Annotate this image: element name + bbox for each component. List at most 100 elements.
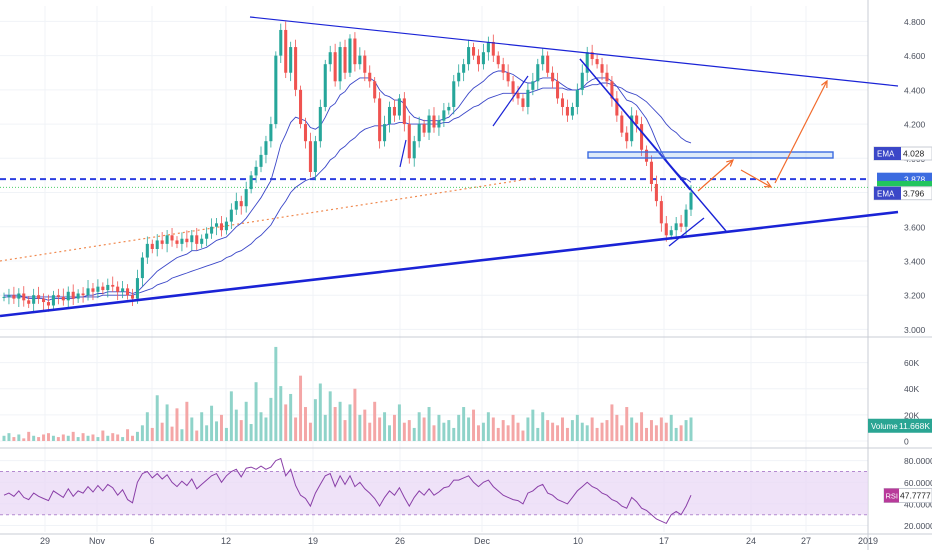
candle-body <box>387 106 392 125</box>
candle-body <box>289 47 293 73</box>
volume-bar <box>491 417 495 441</box>
rsi-value-name: RSI <box>886 492 899 501</box>
volume-bar <box>684 420 688 441</box>
volume-bar <box>140 425 144 441</box>
volume-bar <box>358 414 362 441</box>
candle-body <box>481 52 485 65</box>
volume-bar <box>551 422 555 441</box>
candle-body <box>195 235 199 244</box>
ema-label-value: 3.796 <box>903 188 925 198</box>
candle-body <box>37 295 41 299</box>
volume-bar <box>363 409 367 441</box>
volume-bar <box>101 430 105 441</box>
mini-trendline <box>399 139 407 168</box>
volume-bar <box>496 427 500 441</box>
candle-body <box>368 72 372 82</box>
candle-body <box>605 72 609 82</box>
volume-bar <box>289 393 293 441</box>
candle-body <box>392 106 396 116</box>
ema-label-tag <box>874 147 901 161</box>
candle-body <box>229 209 233 222</box>
volume-bar <box>630 417 634 441</box>
candle-body <box>373 81 377 99</box>
candle-body <box>46 302 51 306</box>
candle-body <box>101 286 105 291</box>
down-trendline-b <box>579 58 691 191</box>
volume-bar <box>585 425 589 441</box>
candle-body <box>664 223 668 236</box>
candle-body <box>397 98 401 116</box>
volume-bar <box>244 401 248 441</box>
candle-body <box>501 64 505 73</box>
candle-body <box>165 235 169 244</box>
candle-body <box>259 154 263 167</box>
volume-bar <box>333 407 337 441</box>
volume-bar <box>481 422 485 441</box>
volume-bar <box>526 417 530 441</box>
candle-body <box>383 124 387 142</box>
price-tick-label: 3.400 <box>904 256 926 266</box>
volume-bar <box>126 429 130 441</box>
projection-arrows <box>697 79 828 192</box>
candle-body <box>496 55 500 65</box>
volume-bar <box>284 404 288 441</box>
target-zone-box <box>587 151 834 159</box>
volume-bar <box>402 422 406 441</box>
candle-body <box>541 55 545 65</box>
volume-bar <box>27 431 31 441</box>
volume-bar <box>175 408 179 441</box>
candle-body <box>437 120 441 128</box>
volume-bar <box>353 388 357 441</box>
arrow-head <box>821 79 828 89</box>
time-tick-label: 17 <box>659 536 669 546</box>
candle-body <box>432 115 436 128</box>
candlesticks <box>2 21 693 312</box>
candle-body <box>506 72 510 82</box>
time-tick-label: 27 <box>801 536 811 546</box>
volume-bar <box>615 414 619 441</box>
candle-body <box>447 106 451 111</box>
volume-bar <box>106 435 110 441</box>
volume-bar <box>318 383 322 441</box>
candle-body <box>635 115 639 125</box>
volume-bar <box>205 425 209 441</box>
candle-body <box>254 166 258 176</box>
candle-body <box>462 64 466 73</box>
candle-body <box>66 291 70 301</box>
volume-bar <box>689 417 693 441</box>
arrow-head <box>726 159 735 167</box>
volume-bar <box>397 404 401 441</box>
volume-bar <box>264 417 268 441</box>
candle-body <box>323 64 327 107</box>
rsi-value-text: 47.7777 <box>900 491 931 501</box>
volume-bar <box>249 424 253 441</box>
volume-bar <box>388 425 391 441</box>
candle-body <box>106 284 110 291</box>
candle-body <box>679 223 683 227</box>
candle-body <box>615 98 619 116</box>
grid-lines <box>0 6 869 532</box>
volume-bar <box>442 422 446 441</box>
price-axis: 4.8004.6004.4004.2004.0003.8003.6003.400… <box>868 17 932 531</box>
candle-body <box>526 89 530 107</box>
candle-body <box>353 38 357 65</box>
volume-tick-label: 40K <box>904 384 919 394</box>
ema-label-value: 4.028 <box>903 149 925 159</box>
volume-bar <box>590 417 594 441</box>
volume-bar <box>56 437 60 441</box>
candle-body <box>422 124 426 133</box>
volume-bar <box>669 414 673 441</box>
volume-bar <box>91 434 95 441</box>
candle-body <box>190 235 194 243</box>
price-tick-label: 3.200 <box>904 291 926 301</box>
candle-body <box>170 235 174 241</box>
candle-body <box>22 293 26 301</box>
candle-body <box>486 41 490 53</box>
candle-body <box>630 115 634 142</box>
candle-body <box>442 110 446 121</box>
candle-body <box>116 286 120 292</box>
volume-bar <box>155 395 159 441</box>
volume-value-name: Volume <box>871 422 898 431</box>
